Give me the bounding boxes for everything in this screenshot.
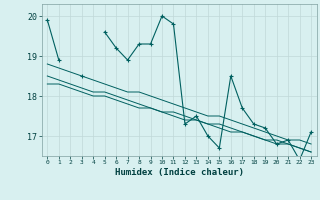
X-axis label: Humidex (Indice chaleur): Humidex (Indice chaleur)	[115, 168, 244, 177]
